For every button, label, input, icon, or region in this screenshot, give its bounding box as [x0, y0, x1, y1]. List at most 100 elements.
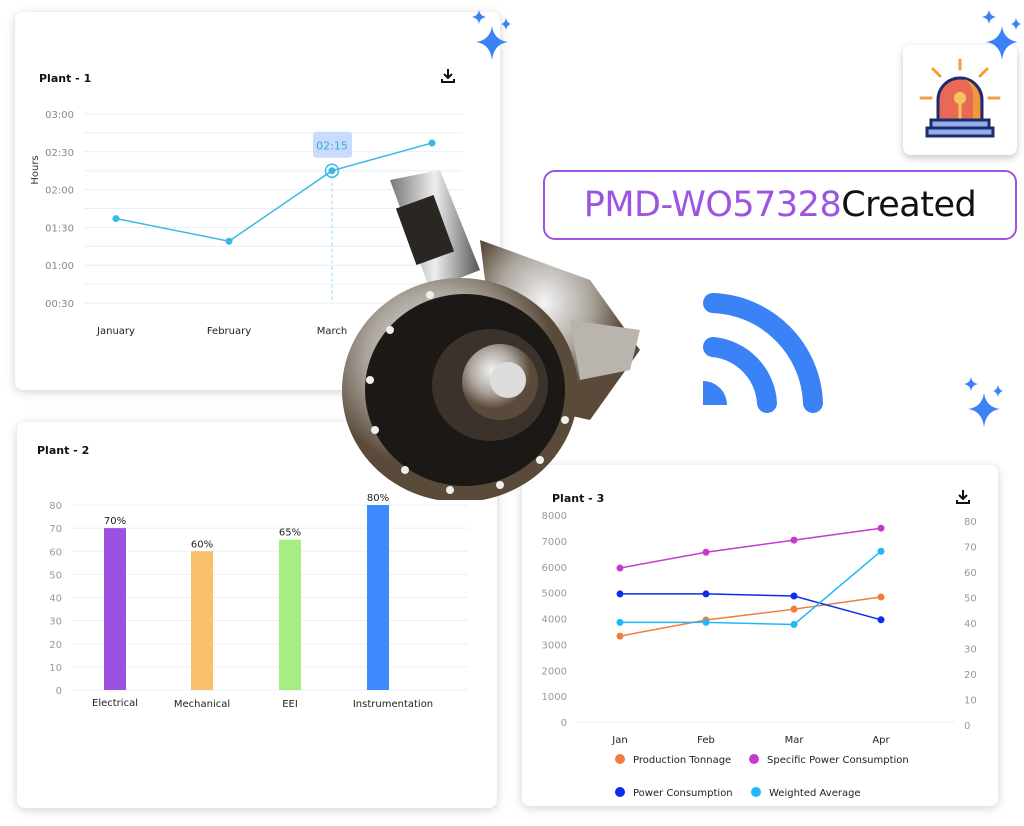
series-line-1: [619, 527, 882, 569]
y-tick-label: 50: [49, 570, 62, 581]
legend-marker: [749, 754, 759, 764]
x-tick-label: EEI: [282, 699, 298, 710]
legend-marker: [751, 787, 761, 797]
alert-card: [903, 45, 1017, 155]
x-tick-label: January: [96, 326, 135, 337]
y-tick-label: 5000: [542, 589, 567, 600]
legend-marker: [615, 787, 625, 797]
y-tick-label: 02:30: [45, 148, 74, 159]
legend-label: Production Tonnage: [633, 755, 731, 766]
data-point: [225, 237, 233, 245]
x-tick-label: Jan: [611, 735, 627, 746]
sparkle-icon: [964, 377, 1003, 427]
y2-tick-label: 70: [964, 543, 977, 554]
highlight-ring: [324, 163, 340, 178]
plant-1-title: Plant - 1: [39, 72, 92, 85]
legend-label: Specific Power Consumption: [767, 755, 909, 766]
data-point: [877, 524, 885, 532]
y2-tick-label: 40: [964, 619, 977, 630]
bar-data-label: 80%: [367, 493, 389, 504]
y-tick-label: 30: [49, 617, 62, 628]
x-tick-label: Apr: [872, 735, 890, 746]
data-point: [616, 564, 624, 572]
y-tick-label: 7000: [542, 537, 567, 548]
data-point: [790, 605, 798, 613]
y2-tick-label: 20: [964, 670, 977, 681]
y2-tick-label: 50: [964, 594, 977, 605]
data-point: [616, 632, 624, 640]
work-order-id: PMD-WO57328: [583, 185, 842, 225]
plant-2-title: Plant - 2: [37, 444, 90, 457]
data-point: [616, 618, 624, 626]
y-tick-label: 80: [49, 501, 62, 512]
work-order-status: Created: [841, 185, 977, 225]
y-tick-label: 4000: [542, 615, 567, 626]
x-tick-label: March: [317, 326, 347, 337]
y-tick-label: 0: [561, 718, 567, 729]
y2-tick-label: 10: [964, 696, 977, 707]
plant-3-card: 0 1000 2000 3000 4000 5000 6000 7000 8000 0 10 20 30…: [522, 465, 998, 806]
plant-3-title: Plant - 3: [552, 492, 605, 505]
data-point: [877, 593, 885, 601]
y2-tick-label: 80: [964, 517, 977, 528]
data-point: [790, 620, 798, 628]
alarm-siren-icon: [919, 58, 1001, 138]
download-icon[interactable]: [955, 489, 971, 505]
bar-electrical: [104, 528, 126, 690]
series-line-0: [619, 596, 882, 637]
y-tick-label: 2000: [542, 666, 567, 677]
y2-tick-label: 60: [964, 568, 977, 579]
data-point: [877, 547, 885, 555]
wifi-signal-icon: [703, 293, 823, 413]
data-point: [112, 215, 120, 223]
legend-label: Power Consumption: [633, 788, 733, 799]
bar-data-label: 65%: [279, 528, 301, 539]
download-icon[interactable]: [440, 68, 456, 84]
y-tick-label: 60: [49, 547, 62, 558]
legend-label: Weighted Average: [769, 788, 861, 799]
bar-data-label: 60%: [191, 539, 213, 550]
x-tick-label: February: [207, 326, 251, 337]
y-tick-label: 0: [56, 686, 62, 697]
y-tick-label: 3000: [542, 640, 567, 651]
series-line-2: [620, 593, 882, 621]
plant-1-chart: 00:30 01:00 01:30 02:00 02:30 03:00 Hours Janua…: [30, 110, 462, 337]
sparkle-icon: [982, 10, 1021, 60]
y-tick-label: 01:30: [45, 223, 74, 234]
data-point: [428, 139, 436, 147]
work-order-created-banner: PMD-WO57328 Created: [543, 170, 1017, 240]
plant-3-chart: 0 1000 2000 3000 4000 5000 6000 7000 8000 0 10 20 30…: [542, 511, 977, 799]
series-line: [115, 142, 433, 243]
y-tick-label: 01:00: [45, 261, 74, 272]
bar-instrumentation: [367, 505, 389, 690]
sparkle-icon: [472, 10, 511, 60]
data-point: [790, 592, 798, 600]
plant-2-chart: 0 10 20 30 40 50 60 70 80 70% Electrical 60% Mechani…: [49, 493, 468, 710]
y-tick-label: 00:30: [45, 299, 74, 310]
data-point: [790, 536, 798, 544]
wheel-hub-photo: [342, 170, 640, 500]
y-tick-label: 02:00: [45, 186, 74, 197]
bar-mechanical: [191, 551, 213, 690]
data-point: [702, 590, 710, 598]
y-axis-label: Hours: [30, 155, 41, 184]
bar-eei: [279, 539, 301, 690]
y-tick-label: 10: [49, 663, 62, 674]
y-tick-label: 03:00: [45, 110, 74, 121]
x-tick-label: Electrical: [92, 698, 138, 709]
tooltip-box: [313, 131, 352, 158]
y2-tick-label: 30: [964, 645, 977, 656]
data-point: [328, 167, 336, 175]
y-tick-label: 6000: [542, 563, 567, 574]
data-point: [877, 616, 885, 624]
x-tick-label: Instrumentation: [353, 699, 433, 710]
x-tick-label: Feb: [697, 735, 715, 746]
x-tick-label: Mechanical: [174, 699, 230, 710]
bar-data-label: 70%: [104, 516, 126, 527]
legend-marker: [615, 754, 625, 764]
tooltip-value: 02:15: [316, 140, 348, 153]
y-tick-label: 40: [49, 594, 62, 605]
y-tick-label: 20: [49, 640, 62, 651]
y-tick-label: 70: [49, 524, 62, 535]
series-line-3: [620, 550, 882, 626]
